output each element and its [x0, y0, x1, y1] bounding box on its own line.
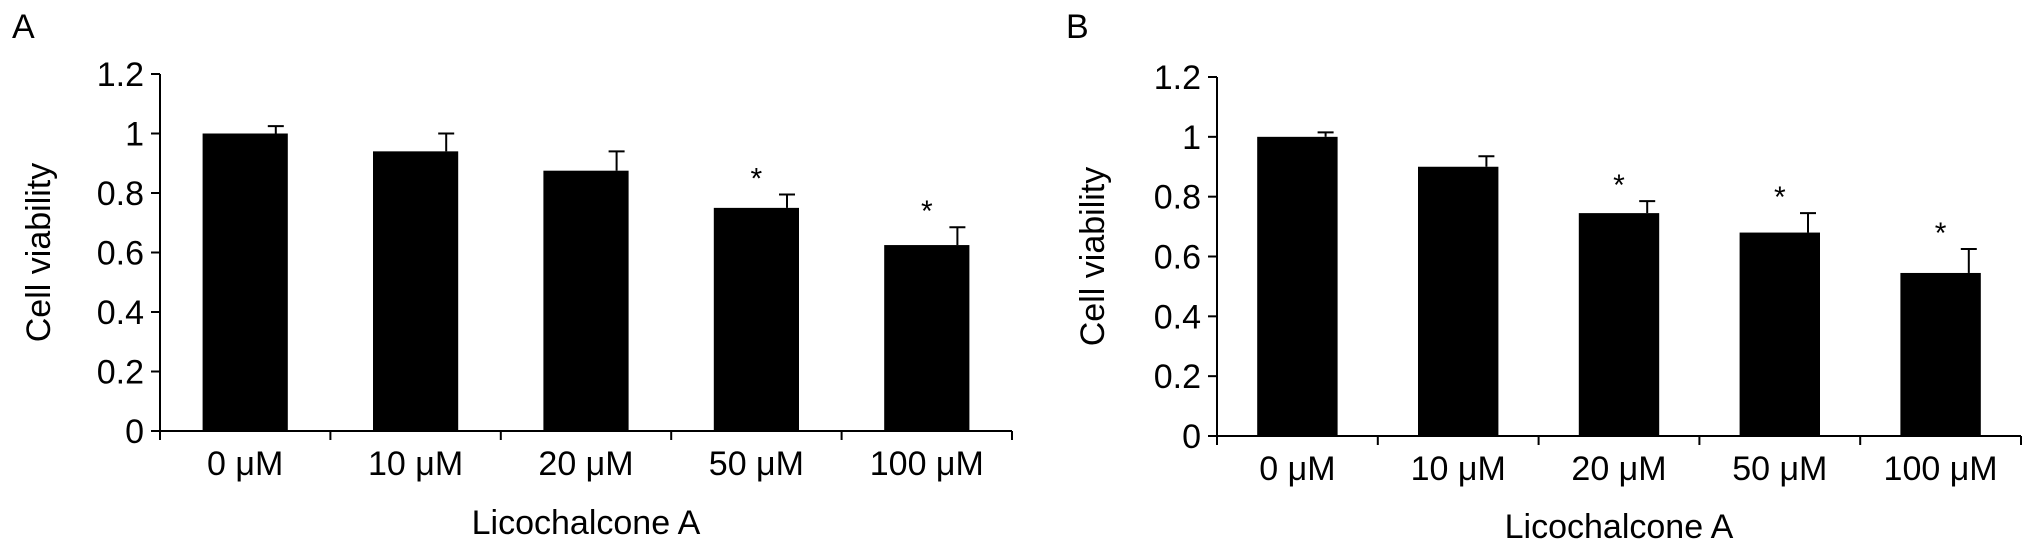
x-category-label: 20 μM: [538, 445, 633, 483]
y-axis-title: Cell viability: [20, 163, 58, 343]
y-tick-label: 0.2: [1154, 358, 1201, 396]
error-bar: [1800, 212, 1816, 233]
bar: [1578, 213, 1660, 436]
x-axis-title: Licochalcone A: [472, 504, 701, 542]
bar: [202, 133, 288, 431]
x-axis-title: Licochalcone A: [1505, 508, 1734, 546]
bar: [1900, 272, 1981, 436]
bars: [202, 133, 970, 431]
error-bars: [1317, 131, 1977, 273]
bar: [1739, 232, 1820, 436]
x-axis-ticks: [1216, 436, 2022, 445]
x-category-label: 50 μM: [1732, 450, 1827, 488]
y-tick-label: 0.4: [97, 294, 144, 332]
y-tick-label: 0.4: [1154, 298, 1201, 336]
significance-star: *: [751, 162, 763, 195]
error-bar: [438, 132, 455, 152]
bar: [543, 170, 629, 431]
y-tick-label: 1.2: [1154, 59, 1201, 97]
y-axis-title: Cell viability: [1074, 167, 1112, 347]
error-bar: [779, 193, 795, 208]
x-category-label: 0 μM: [1259, 450, 1335, 488]
error-bar: [1960, 248, 1977, 273]
panel-label: A: [12, 8, 35, 46]
x-axis-ticks: [159, 431, 1013, 440]
chart-panel-a: A 00.20.40.60.811.2 ** 0 μM 10 μM 20 μM 50 …: [12, 8, 1013, 542]
bars: [1257, 136, 1981, 437]
y-tick-label: 0.8: [1154, 179, 1201, 217]
y-tick-label: 1: [125, 116, 144, 154]
significance-star: *: [1613, 169, 1625, 202]
x-axis-categories: 0 μM 10 μM 20 μM 50 μM 100 μM: [207, 445, 984, 483]
error-bar: [949, 226, 966, 246]
error-bar: [1639, 200, 1656, 214]
y-tick-label: 0.6: [97, 235, 144, 273]
error-bar: [267, 125, 284, 134]
y-axis-ticks: 0 0.2 0.4 0.6 0.8 1 1.2: [1154, 59, 1217, 456]
y-tick-label: 0.6: [1154, 239, 1201, 277]
error-bar: [1478, 155, 1495, 167]
x-category-label: 100 μM: [870, 445, 984, 483]
panel-label: B: [1066, 8, 1089, 46]
x-category-label: 100 μM: [1884, 450, 1998, 488]
significance-markers: **: [751, 162, 933, 228]
bar: [1418, 166, 1499, 436]
error-bar: [1317, 131, 1334, 137]
error-bars: [267, 125, 966, 246]
bar: [373, 151, 459, 431]
y-tick-label: 0.8: [97, 175, 144, 213]
y-tick-label: 1: [1182, 119, 1201, 157]
x-category-label: 10 μM: [1411, 450, 1506, 488]
y-tick-label: 0.2: [97, 354, 144, 392]
significance-star: *: [1774, 181, 1786, 214]
bar: [1257, 136, 1338, 437]
y-axis-ticks: 0 0.2 0.4 0.6 0.8 1 1.2: [97, 56, 160, 451]
error-bar: [608, 150, 625, 171]
x-category-label: 20 μM: [1571, 450, 1666, 488]
y-tick-label: 1.2: [97, 56, 144, 94]
bar: [713, 207, 799, 431]
significance-star: *: [1935, 217, 1947, 250]
y-tick-label: 0: [125, 413, 144, 451]
x-category-label: 10 μM: [368, 445, 463, 483]
y-tick-label: 0: [1182, 418, 1201, 456]
bar: [884, 245, 970, 431]
x-axis-categories: 0 μM 10 μM 20 μM 50 μM 100 μM: [1259, 450, 1997, 488]
x-category-label: 50 μM: [709, 445, 804, 483]
significance-markers: * * *: [1613, 169, 1947, 250]
significance-star: *: [921, 195, 933, 228]
chart-panel-b: B 0 0.2 0.4 0.6 0.8 1 1.2 * * * 0 μM 10 μM 20 μM 50…: [1066, 8, 2022, 546]
x-category-label: 0 μM: [207, 445, 283, 483]
